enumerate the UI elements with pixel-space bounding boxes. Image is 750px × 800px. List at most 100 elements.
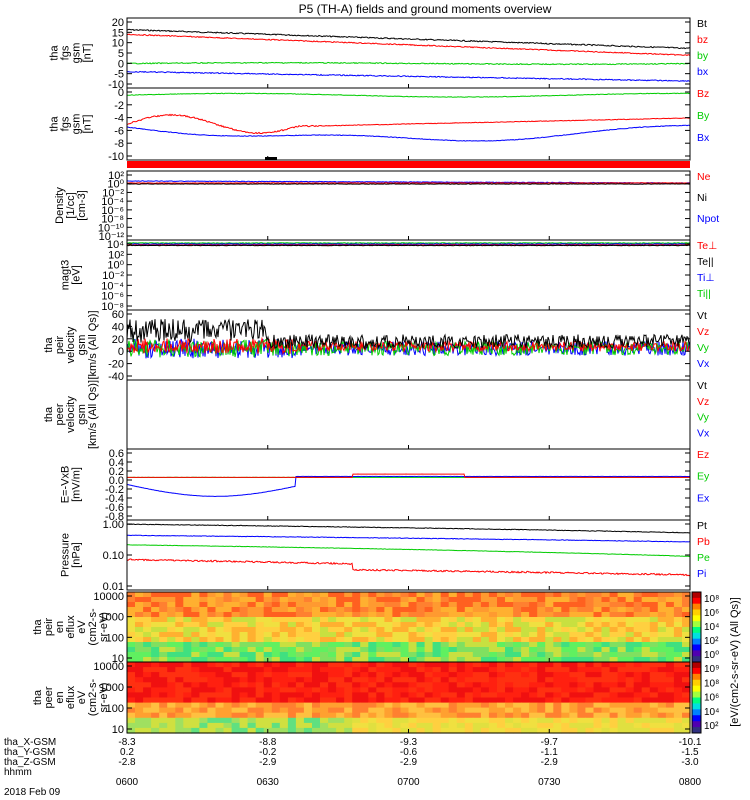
heatmap-cell bbox=[408, 662, 418, 668]
heatmap-cell bbox=[199, 712, 208, 719]
heatmap-cell bbox=[191, 682, 200, 688]
heatmap-cell bbox=[521, 712, 530, 719]
heatmap-cell bbox=[255, 627, 265, 633]
heatmap-cell bbox=[183, 597, 192, 603]
heatmap-cell bbox=[279, 722, 289, 729]
heatmap-cell bbox=[497, 617, 506, 623]
heatmap-cell bbox=[408, 697, 418, 704]
heatmap-cell bbox=[480, 667, 490, 673]
heatmap-cell bbox=[488, 607, 498, 613]
heatmap-cell bbox=[569, 687, 578, 694]
heatmap-cell bbox=[352, 682, 361, 688]
heatmap-cell bbox=[633, 707, 643, 714]
heatmap-cell bbox=[255, 717, 265, 724]
heatmap-cell bbox=[537, 667, 546, 673]
heatmap-cell bbox=[199, 657, 208, 663]
heatmap-cell bbox=[553, 617, 562, 623]
heatmap-cell bbox=[303, 717, 313, 724]
legend-by: By bbox=[697, 110, 710, 122]
heatmap-cell bbox=[344, 592, 353, 598]
series-pb bbox=[126, 558, 691, 577]
heatmap-cell bbox=[649, 617, 659, 623]
heatmap-cell bbox=[183, 677, 192, 683]
heatmap-cell bbox=[569, 717, 578, 724]
heatmap-cell bbox=[255, 682, 265, 688]
heatmap-cell bbox=[360, 712, 369, 719]
heatmap-cell bbox=[336, 597, 345, 603]
heatmap-cell bbox=[247, 682, 257, 688]
heatmap-cell bbox=[641, 597, 651, 603]
heatmap-cell bbox=[135, 702, 144, 709]
heatmap-cell bbox=[255, 592, 265, 598]
heatmap-cell bbox=[641, 687, 651, 694]
heatmap-cell bbox=[682, 687, 691, 694]
heatmap-cell bbox=[336, 607, 345, 613]
heatmap-cell bbox=[199, 722, 208, 729]
heatmap-cell bbox=[400, 712, 410, 719]
heatmap-cell bbox=[231, 597, 241, 603]
heatmap-cell bbox=[464, 727, 474, 734]
heatmap-cell bbox=[585, 722, 594, 729]
heatmap-cell bbox=[392, 637, 401, 643]
heatmap-cell bbox=[497, 602, 506, 608]
heatmap-cell bbox=[384, 647, 393, 653]
heatmap-cell bbox=[617, 717, 627, 724]
heatmap-cell bbox=[424, 722, 434, 729]
heatmap-cell bbox=[159, 687, 168, 694]
heatmap-cell bbox=[135, 632, 144, 638]
colorbar-segment bbox=[692, 721, 701, 728]
heatmap-cell bbox=[287, 707, 297, 714]
heatmap-cell bbox=[561, 637, 570, 643]
heatmap-cell bbox=[223, 702, 233, 709]
heatmap-cell bbox=[368, 712, 377, 719]
heatmap-cell bbox=[279, 602, 289, 608]
heatmap-cell bbox=[488, 672, 498, 678]
heatmap-cell bbox=[601, 712, 611, 719]
heatmap-cell bbox=[215, 702, 225, 709]
heatmap-cell bbox=[320, 612, 329, 618]
heatmap-cell bbox=[255, 677, 265, 683]
heatmap-cell bbox=[135, 662, 144, 668]
heatmap-cell bbox=[231, 647, 241, 653]
heatmap-cell bbox=[143, 657, 152, 663]
heatmap-cell bbox=[448, 662, 458, 668]
heatmap-cell bbox=[521, 627, 530, 633]
heatmap-cell bbox=[143, 592, 152, 598]
heatmap-cell bbox=[440, 697, 450, 704]
heatmap-cell bbox=[231, 707, 241, 714]
heatmap-cell bbox=[601, 602, 611, 608]
heatmap-cell bbox=[239, 712, 249, 719]
heatmap-cell bbox=[255, 632, 265, 638]
heatmap-cell bbox=[360, 722, 369, 729]
heatmap-cell bbox=[231, 682, 241, 688]
heatmap-cell bbox=[513, 627, 522, 633]
heatmap-cell bbox=[497, 632, 506, 638]
heatmap-cell bbox=[432, 682, 442, 688]
heatmap-cell bbox=[400, 627, 410, 633]
heatmap-cell bbox=[247, 592, 257, 598]
heatmap-cell bbox=[183, 612, 192, 618]
heatmap-cell bbox=[537, 622, 546, 628]
heatmap-cell bbox=[207, 667, 216, 673]
heatmap-cell bbox=[432, 692, 442, 699]
heatmap-cell bbox=[585, 712, 594, 719]
heatmap-cell bbox=[569, 637, 578, 643]
colorbar-tick-label: 10⁶ bbox=[704, 693, 719, 704]
heatmap-cell bbox=[408, 682, 418, 688]
heatmap-cell bbox=[127, 687, 136, 694]
heatmap-cell bbox=[360, 707, 369, 714]
heatmap-cell bbox=[617, 622, 627, 628]
heatmap-cell bbox=[287, 627, 297, 633]
heatmap-cell bbox=[328, 707, 337, 714]
heatmap-cell bbox=[472, 662, 482, 668]
heatmap-cell bbox=[175, 667, 184, 673]
heatmap-cell bbox=[529, 692, 538, 699]
heatmap-cell bbox=[159, 637, 168, 643]
heatmap-cell bbox=[295, 677, 305, 683]
heatmap-cell bbox=[207, 662, 216, 668]
heatmap-cell bbox=[384, 657, 393, 663]
heatmap-cell bbox=[143, 612, 152, 618]
heatmap-cell bbox=[368, 657, 377, 663]
heatmap-cell bbox=[561, 607, 570, 613]
heatmap-cell bbox=[336, 717, 345, 724]
